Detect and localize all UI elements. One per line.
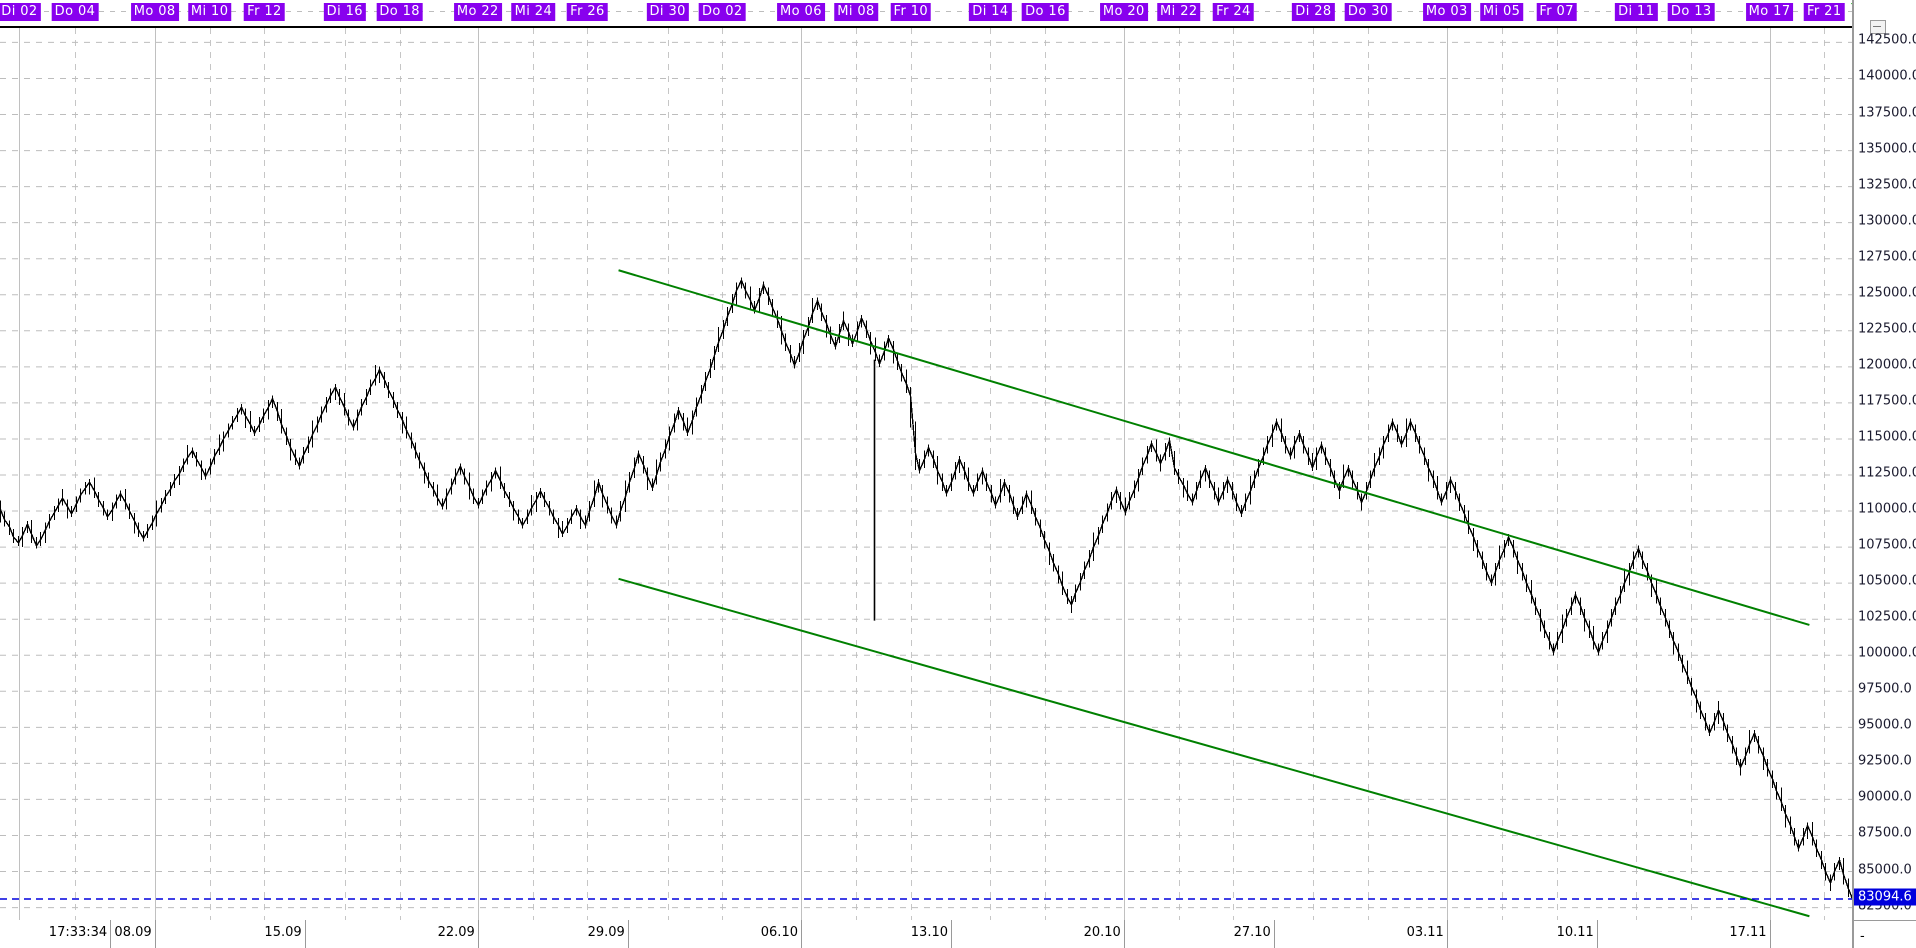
- time-tick-22-09[interactable]: 22.09: [437, 925, 475, 940]
- price-tick-label: 110000.0: [1858, 501, 1916, 517]
- price-tick-label: 102500.0: [1858, 609, 1916, 625]
- price-tick-label: 120000.0: [1858, 357, 1916, 373]
- time-axis-separator: [1124, 920, 1125, 948]
- price-axis[interactable]: 142500.0 140000.0 137500.0 135000.0 132500.0…: [1852, 0, 1916, 948]
- price-tick-label: 97500.0: [1858, 681, 1912, 697]
- price-series-line: [0, 277, 1852, 907]
- date-tick-do-16[interactable]: Do 16: [1022, 3, 1069, 21]
- price-tick-label: 122500.0: [1858, 321, 1916, 337]
- time-tick-08-09[interactable]: 08.09: [114, 925, 152, 940]
- price-tick-label: 105000.0: [1858, 573, 1916, 589]
- time-tick-29-09[interactable]: 29.09: [587, 925, 625, 940]
- date-tick-mi-24[interactable]: Mi 24: [511, 3, 556, 21]
- price-tick-label: 90000.0: [1858, 789, 1912, 805]
- price-tick-label: 85000.0: [1858, 862, 1912, 878]
- time-axis-separator: [801, 920, 802, 948]
- price-tick-label: 127500.0: [1858, 249, 1916, 265]
- top-date-axis[interactable]: Di 02 Do 04 Mo 08 Mi 10 Fr 12 Di 16 Do 18 Mo 22…: [0, 0, 1864, 26]
- time-tick-10-11[interactable]: 10.11: [1556, 925, 1594, 940]
- time-tick-13-10[interactable]: 13.10: [910, 925, 948, 940]
- time-axis-separator: [951, 920, 952, 948]
- trendline-lower-channel[interactable]: [618, 577, 1810, 918]
- date-tick-mi-10[interactable]: Mi 10: [187, 3, 232, 21]
- time-axis-separator: [155, 920, 156, 948]
- price-tick-label: 95000.0: [1858, 717, 1912, 733]
- time-axis-separator: [305, 920, 306, 948]
- date-tick-mo-20[interactable]: Mo 20: [1099, 3, 1148, 21]
- time-axis-separator: [478, 920, 479, 948]
- date-tick-mi-22[interactable]: Mi 22: [1157, 3, 1201, 21]
- time-axis-separator: [1447, 920, 1448, 948]
- last-price-badge[interactable]: 83094.6: [1854, 888, 1916, 906]
- price-tick-label: 92500.0: [1858, 753, 1912, 769]
- price-tick-label: 125000.0: [1858, 285, 1916, 301]
- date-tick-fr-21[interactable]: Fr 21: [1803, 3, 1845, 21]
- price-tick-label: 100000.0: [1858, 645, 1916, 661]
- date-tick-di-16[interactable]: Di 16: [323, 3, 366, 21]
- price-tick-label: 137500.0: [1858, 105, 1916, 121]
- date-tick-do-04[interactable]: Do 04: [51, 3, 99, 21]
- date-tick-di-28[interactable]: Di 28: [1292, 3, 1335, 21]
- price-tick-label: 115000.0: [1858, 429, 1916, 445]
- date-tick-fr-24[interactable]: Fr 24: [1213, 3, 1254, 21]
- date-tick-do-30[interactable]: Do 30: [1344, 3, 1392, 21]
- bottom-axis-corner-label: -: [1860, 929, 1865, 944]
- price-tick-label: 140000.0: [1858, 68, 1916, 84]
- date-tick-do-13[interactable]: Do 13: [1667, 3, 1715, 21]
- time-tick-17-33-34[interactable]: 17:33:34: [48, 925, 108, 940]
- time-axis-separator: [1770, 920, 1771, 948]
- bottom-axis-corner[interactable]: -: [1852, 920, 1916, 948]
- time-tick-17-11[interactable]: 17.11: [1729, 925, 1767, 940]
- time-axis-separator: [110, 920, 111, 948]
- time-axis-separator: [1274, 920, 1275, 948]
- time-tick-03-11[interactable]: 03.11: [1406, 925, 1444, 940]
- date-tick-di-14[interactable]: Di 14: [969, 3, 1012, 21]
- date-tick-do-18[interactable]: Do 18: [376, 3, 423, 21]
- date-tick-di-11[interactable]: Di 11: [1615, 3, 1658, 21]
- price-tick-label: 132500.0: [1858, 177, 1916, 193]
- chart-canvas: [0, 28, 1852, 922]
- date-tick-mo-22[interactable]: Mo 22: [453, 3, 502, 21]
- price-tick-label: 87500.0: [1858, 825, 1912, 841]
- date-tick-mo-03[interactable]: Mo 03: [1422, 3, 1471, 21]
- price-tick-label: 112500.0: [1858, 465, 1916, 481]
- date-tick-mo-08[interactable]: Mo 08: [130, 3, 179, 21]
- date-tick-mo-06[interactable]: Mo 06: [777, 3, 825, 21]
- date-tick-do-02[interactable]: Do 02: [698, 3, 746, 21]
- date-tick-fr-12[interactable]: Fr 12: [244, 3, 285, 21]
- date-tick-mi-05[interactable]: Mi 05: [1479, 3, 1524, 21]
- time-tick-06-10[interactable]: 06.10: [760, 925, 798, 940]
- time-tick-20-10[interactable]: 20.10: [1083, 925, 1121, 940]
- bottom-time-axis[interactable]: 17:33:34 08.09 15.09 22.09 29.09 06.10 13.10 20…: [0, 920, 1852, 948]
- price-tick-label: 142500.0: [1858, 32, 1916, 48]
- date-tick-mi-08[interactable]: Mi 08: [834, 3, 878, 21]
- trendline-upper-channel[interactable]: [618, 269, 1810, 626]
- price-tick-label: 107500.0: [1858, 537, 1916, 553]
- price-tick-label: 117500.0: [1858, 393, 1916, 409]
- price-tick-label: 130000.0: [1858, 213, 1916, 229]
- date-tick-fr-07[interactable]: Fr 07: [1536, 3, 1577, 21]
- date-tick-di-30[interactable]: Di 30: [646, 3, 689, 21]
- date-tick-fr-26[interactable]: Fr 26: [567, 3, 608, 21]
- date-tick-di-02[interactable]: Di 02: [0, 3, 41, 21]
- time-axis-separator: [628, 920, 629, 948]
- chart-plot-area[interactable]: [0, 26, 1852, 924]
- date-tick-mo-17[interactable]: Mo 17: [1745, 3, 1794, 21]
- time-tick-27-10[interactable]: 27.10: [1233, 925, 1271, 940]
- axis-collapse-handle-icon[interactable]: [1870, 20, 1886, 34]
- price-tick-label: 135000.0: [1858, 141, 1916, 157]
- date-tick-fr-10[interactable]: Fr 10: [890, 3, 932, 21]
- time-axis-separator: [1597, 920, 1598, 948]
- time-tick-15-09[interactable]: 15.09: [264, 925, 302, 940]
